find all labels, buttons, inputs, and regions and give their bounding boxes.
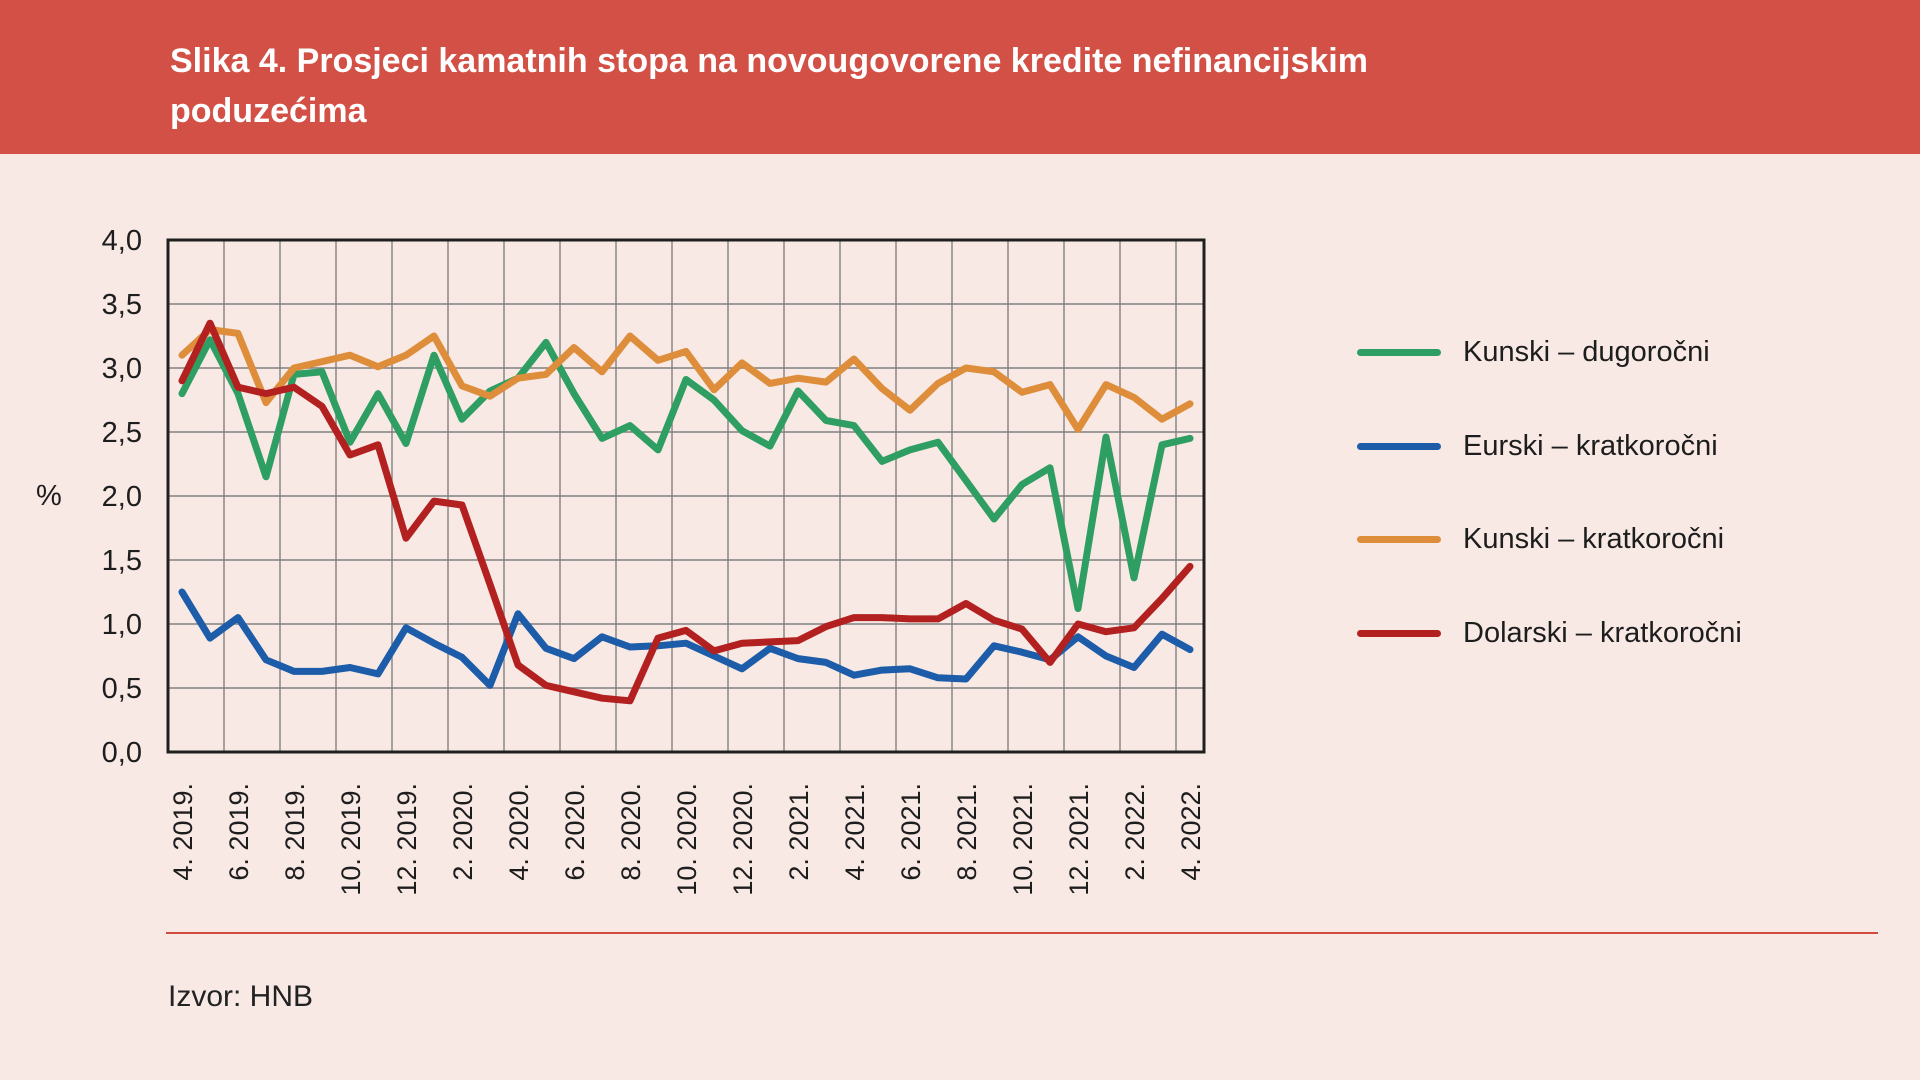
chart-title: Slika 4. Prosjeci kamatnih stopa na novo…: [170, 42, 1368, 130]
legend-item-kunski-kratkoro-ni: Kunski – kratkoročni: [1357, 521, 1724, 557]
legend-item-dolarski-kratkoro-ni: Dolarski – kratkoročni: [1357, 615, 1742, 651]
series-line-kunski-dugoro-ni: [178, 336, 1194, 613]
x-tick-label: 10. 2021.: [1008, 783, 1038, 896]
y-tick-label: 0,5: [102, 673, 142, 705]
legend-item-eurski-kratkoro-ni: Eurski – kratkoročni: [1357, 428, 1718, 464]
x-tick-label: 6. 2020.: [560, 783, 590, 881]
legend-swatch-kunski-dugoro-ni: [1357, 348, 1441, 356]
x-tick-label: 6. 2019.: [224, 783, 254, 881]
y-tick-label: 4,0: [102, 225, 142, 257]
y-tick-label: 0,0: [102, 737, 142, 769]
y-tick-label: 1,5: [102, 545, 142, 577]
x-tick-label: 6. 2021.: [896, 783, 926, 881]
legend-label-eurski-kratkoro-ni: Eurski – kratkoročni: [1463, 429, 1718, 462]
x-tick-label: 12. 2019.: [392, 783, 422, 896]
x-tick-label: 2. 2021.: [784, 783, 814, 881]
x-tick-label: 4. 2019.: [168, 783, 198, 881]
x-tick-label: 8. 2019.: [280, 783, 310, 881]
x-tick-label: 4. 2021.: [840, 783, 870, 881]
separator-line: [166, 932, 1878, 934]
y-tick-label: 2,5: [102, 417, 142, 449]
x-tick-label: 10. 2019.: [336, 783, 366, 896]
y-tick-label: 3,5: [102, 289, 142, 321]
x-tick-label: 8. 2020.: [616, 783, 646, 881]
series-line-dolarski-kratkoro-ni: [178, 319, 1194, 705]
y-tick-label: 1,0: [102, 609, 142, 641]
x-tick-label: 2. 2020.: [448, 783, 478, 881]
source-text: Izvor: HNB: [168, 980, 314, 1013]
y-tick-label: 2,0: [102, 481, 142, 513]
header-band: Slika 4. Prosjeci kamatnih stopa na novo…: [0, 0, 1920, 154]
y-axis-unit-label: %: [36, 480, 62, 512]
legend-item-kunski-dugoro-ni: Kunski – dugoročni: [1357, 334, 1710, 370]
x-tick-label: 4. 2020.: [504, 783, 534, 881]
x-tick-label: 12. 2021.: [1064, 783, 1094, 896]
legend-swatch-kunski-kratkoro-ni: [1357, 535, 1441, 543]
x-tick-label: 8. 2021.: [952, 783, 982, 881]
plot-border: [166, 238, 1206, 754]
x-tick-label: 10. 2020.: [672, 783, 702, 896]
legend-swatch-dolarski-kratkoro-ni: [1357, 629, 1441, 637]
legend-label-kunski-dugoro-ni: Kunski – dugoročni: [1463, 335, 1710, 368]
legend-swatch-eurski-kratkoro-ni: [1357, 442, 1441, 450]
y-tick-label: 3,0: [102, 353, 142, 385]
series-line-eurski-kratkoro-ni: [178, 588, 1194, 689]
legend-label-dolarski-kratkoro-ni: Dolarski – kratkoročni: [1463, 616, 1742, 649]
line-chart: 0,0 0,5 1,0 1,5 2,0 2,5 3,0 3,5 4,0 4. 2019. 6. 20…: [102, 225, 1206, 896]
legend-label-kunski-kratkoro-ni: Kunski – kratkoročni: [1463, 522, 1725, 555]
x-tick-label: 12. 2020.: [728, 783, 758, 896]
x-tick-label: 4. 2022.: [1176, 783, 1206, 881]
series-line-kunski-kratkoro-ni: [178, 326, 1194, 433]
x-tick-label: 2. 2022.: [1120, 783, 1150, 881]
